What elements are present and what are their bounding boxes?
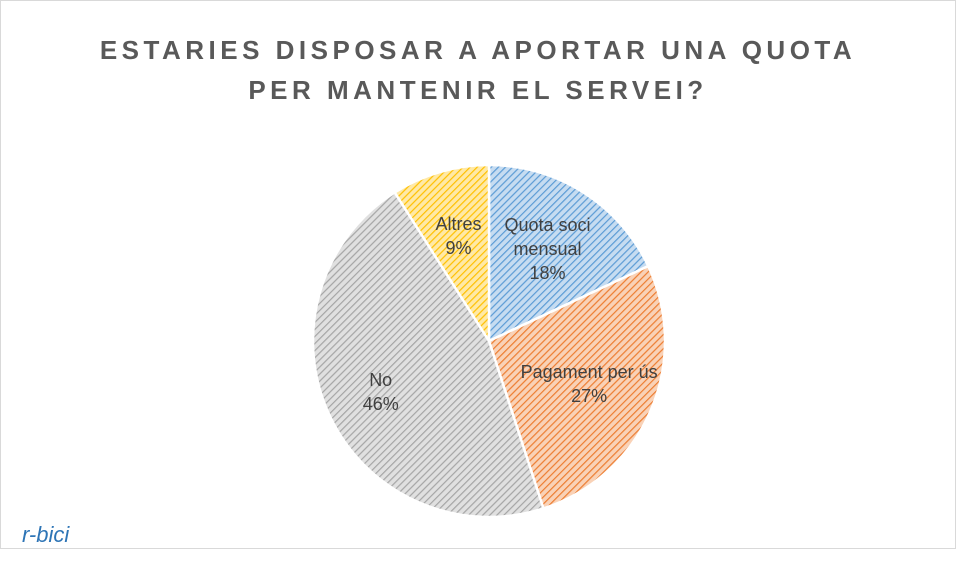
category-label: Pagament per ús xyxy=(520,362,658,383)
category-label: No xyxy=(369,369,393,390)
pie-slice xyxy=(487,163,650,343)
data-label: Altres 9% xyxy=(399,212,519,260)
chart-title: ESTARIES DISPOSAR A APORTAR UNA QUOTA PE… xyxy=(99,35,857,105)
data-label: No 46% xyxy=(321,368,441,416)
pie-slice xyxy=(392,163,491,346)
data-label: Pagament per ús 27% xyxy=(514,360,664,408)
category-label: Altres xyxy=(435,214,482,235)
value-label: 46% xyxy=(362,393,399,414)
pie-slice xyxy=(311,190,545,519)
pie-slice xyxy=(487,264,667,510)
value-label: 27% xyxy=(571,386,608,407)
category-label: Quota soci mensual xyxy=(504,214,591,259)
value-label: 9% xyxy=(445,238,472,259)
logo: r-bici xyxy=(22,522,70,547)
data-label: Quota soci mensual 18% xyxy=(487,213,607,285)
value-label: 18% xyxy=(529,262,566,283)
